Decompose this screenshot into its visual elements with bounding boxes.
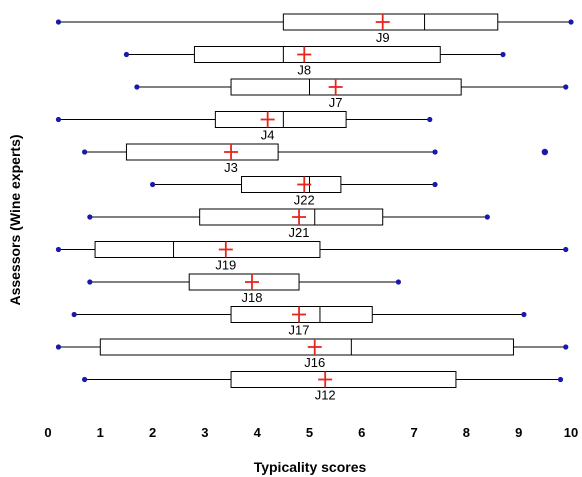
x-tick-label: 3 <box>201 425 208 440</box>
box-j3: J3 <box>82 143 549 175</box>
box-label-j18: J18 <box>241 290 262 305</box>
min-point <box>55 19 62 25</box>
x-tick-label: 8 <box>463 425 470 440</box>
box-j16: J16 <box>55 338 569 370</box>
max-point <box>521 311 527 318</box>
box-iqr <box>125 143 279 161</box>
x-tick-label: 0 <box>44 425 51 440</box>
box-j17: J17 <box>71 306 527 338</box>
box-j22: J22 <box>150 176 438 208</box>
max-point <box>500 51 506 58</box>
min-point <box>150 181 156 188</box>
x-tick-label: 1 <box>97 425 104 440</box>
x-tick-label: 7 <box>410 425 417 440</box>
box-label-j12: J12 <box>315 388 336 403</box>
box-label-j21: J21 <box>289 225 310 240</box>
box-iqr <box>282 13 499 31</box>
box-j9: J9 <box>55 13 574 45</box>
max-point <box>563 84 569 90</box>
x-tick-label: 2 <box>149 425 156 440</box>
box-label-j3: J3 <box>224 160 238 175</box>
box-iqr <box>188 273 300 291</box>
box-j12: J12 <box>82 371 564 403</box>
box-iqr <box>94 241 321 258</box>
y-axis-title: Assessors (Wine experts) <box>7 134 23 305</box>
x-tick-label: 5 <box>306 425 313 440</box>
min-point <box>82 376 88 383</box>
min-point <box>55 344 62 350</box>
x-tick-label: 6 <box>358 425 365 440</box>
max-point <box>568 19 574 25</box>
max-point <box>484 214 490 220</box>
box-iqr <box>99 338 514 356</box>
box-label-j4: J4 <box>261 128 275 143</box>
x-tick-label: 4 <box>254 425 262 440</box>
box-label-j17: J17 <box>289 323 310 338</box>
outlier-point <box>541 148 549 156</box>
box-j8: J8 <box>123 46 506 78</box>
plot-area: J9 J8 J7 J4 J3 J22 J21 J19 J18 J17 J16 J12 <box>55 13 574 403</box>
box-iqr <box>230 78 462 96</box>
max-point <box>395 279 402 285</box>
max-point <box>432 181 438 188</box>
max-point <box>432 149 438 155</box>
box-iqr <box>214 111 347 128</box>
box-label-j8: J8 <box>297 63 311 78</box>
box-j19: J19 <box>55 241 569 273</box>
min-point <box>82 149 88 155</box>
x-axis-title: Typicality scores <box>254 459 367 475</box>
min-point <box>87 214 93 220</box>
box-iqr <box>230 371 457 388</box>
box-label-j19: J19 <box>215 258 236 273</box>
box-j18: J18 <box>87 273 402 305</box>
min-point <box>123 51 130 58</box>
x-tick-label: 10 <box>564 425 578 440</box>
box-label-j16: J16 <box>304 355 325 370</box>
min-point <box>55 246 62 253</box>
box-label-j9: J9 <box>376 30 390 45</box>
box-j4: J4 <box>55 111 433 143</box>
box-label-j22: J22 <box>294 193 315 208</box>
box-iqr <box>241 176 342 193</box>
max-point <box>563 344 569 350</box>
box-j7: J7 <box>134 78 569 110</box>
box-iqr <box>193 46 441 63</box>
max-point <box>563 246 569 253</box>
x-axis: 0 1 2 3 4 5 6 7 8 9 10 <box>44 425 578 440</box>
min-point <box>134 84 140 90</box>
box-iqr <box>199 208 384 226</box>
box-j21: J21 <box>87 208 490 240</box>
min-point <box>71 311 77 318</box>
max-point <box>427 116 433 123</box>
max-point <box>557 376 564 383</box>
box-label-j7: J7 <box>329 95 343 110</box>
x-tick-label: 9 <box>515 425 522 440</box>
min-point <box>87 279 93 285</box>
min-point <box>55 116 62 123</box>
